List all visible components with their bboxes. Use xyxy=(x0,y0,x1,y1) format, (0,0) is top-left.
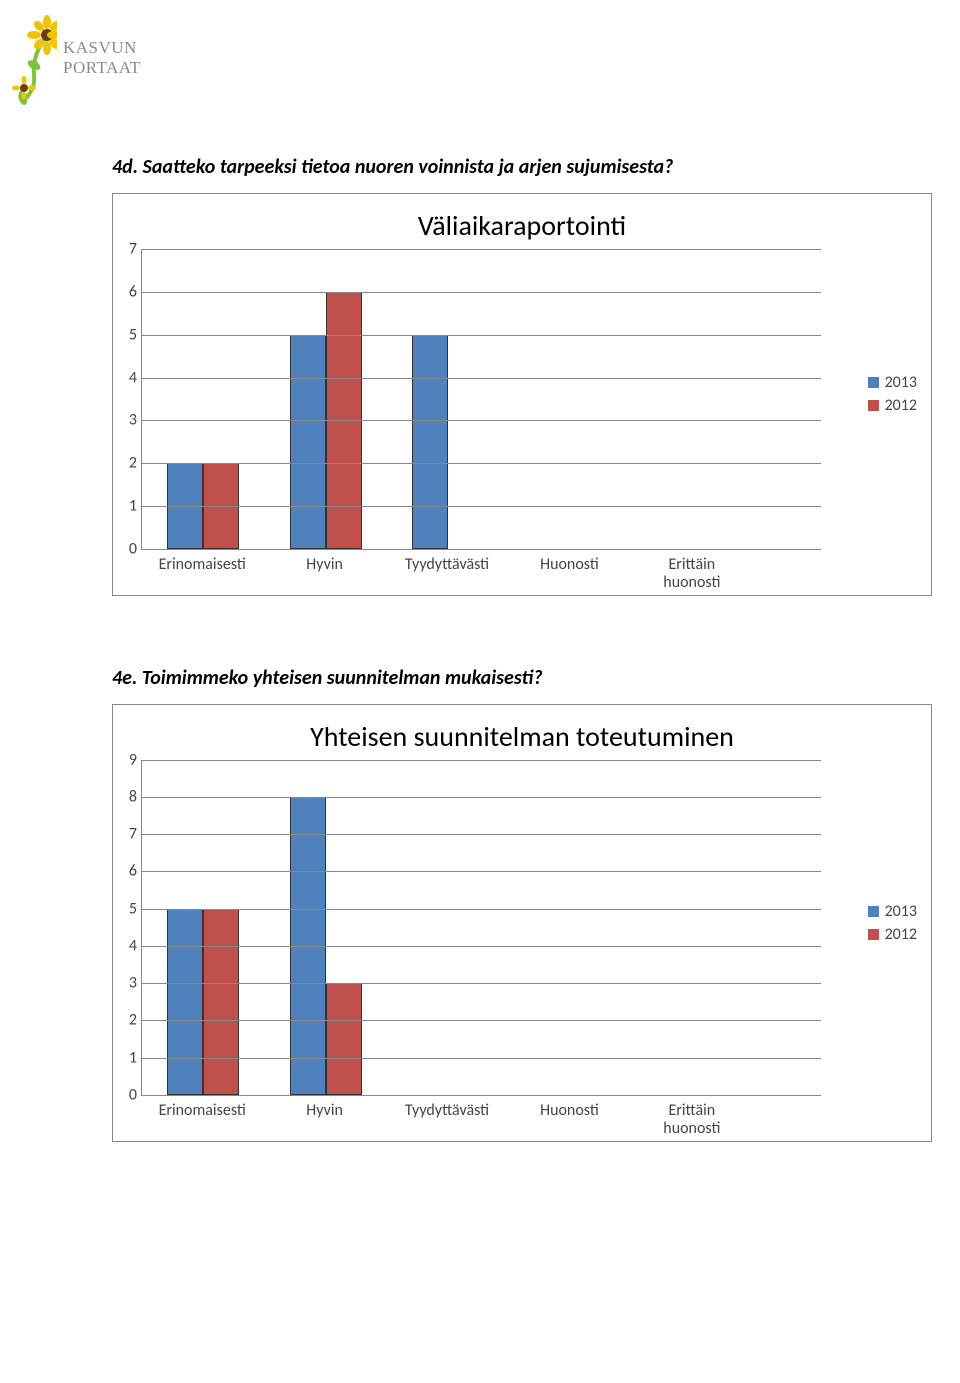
x-tick-label: Tyydyttävästi xyxy=(386,1096,508,1141)
y-tick-label: 9 xyxy=(129,750,137,769)
chart2-container: Yhteisen suunnitelman toteutuminen 0 1 2 3 4… xyxy=(112,704,932,1142)
x-tick-label: Huonosti xyxy=(508,1096,630,1141)
x-tick-label: Tyydyttävästi xyxy=(386,550,508,595)
y-tick-label: 7 xyxy=(129,825,137,844)
legend-swatch xyxy=(868,377,879,388)
chart2-plot-row: 0123456789 xyxy=(113,760,931,1096)
gridline xyxy=(142,834,821,835)
x-tick-label: Erittäinhuonosti xyxy=(631,550,753,595)
legend-swatch xyxy=(868,929,879,940)
chart1-legend: 2013 2012 xyxy=(868,369,917,419)
chart1-question: 4d. Saatteko tarpeeksi tietoa nuoren voi… xyxy=(112,155,960,179)
gridline xyxy=(142,249,821,250)
gridline xyxy=(142,760,821,761)
gridline xyxy=(142,1058,821,1059)
x-tick-label: Hyvin xyxy=(263,1096,385,1141)
chart1-title: Väliaikaraportointi xyxy=(113,194,931,249)
y-tick-label: 0 xyxy=(129,540,137,559)
x-tick-label: Erinomaisesti xyxy=(141,1096,263,1141)
gridline xyxy=(142,1020,821,1021)
bar xyxy=(167,909,203,1095)
bar xyxy=(203,909,239,1095)
legend-item: 2013 xyxy=(868,373,917,392)
y-tick-label: 4 xyxy=(129,368,137,387)
y-tick-label: 3 xyxy=(129,974,137,993)
x-tick-label: Erinomaisesti xyxy=(141,550,263,595)
chart2-question: 4e. Toimimmeko yhteisen suunnitelman muk… xyxy=(112,666,960,690)
logo-text: KASVUN PORTAAT xyxy=(63,38,141,77)
gridline xyxy=(142,871,821,872)
y-tick-label: 5 xyxy=(129,899,137,918)
chart1-yaxis-labels: 01234567 xyxy=(113,249,141,549)
logo-text-line2: PORTAAT xyxy=(63,58,141,78)
x-tick-label: Huonosti xyxy=(508,550,630,595)
legend-swatch xyxy=(868,906,879,917)
gridline xyxy=(142,335,821,336)
chart2-bars xyxy=(142,760,821,1095)
chart1-plot-row: 01234567 xyxy=(113,249,931,550)
y-tick-label: 1 xyxy=(129,497,137,516)
chart1-xaxis-labels: ErinomaisestiHyvinTyydyttävästiHuonostiE… xyxy=(141,550,753,595)
y-tick-label: 6 xyxy=(129,862,137,881)
chart2-legend: 2013 2012 xyxy=(868,898,917,948)
legend-item: 2012 xyxy=(868,925,917,944)
logo: KASVUN PORTAAT xyxy=(0,0,960,105)
x-tick-label: Erittäinhuonosti xyxy=(631,1096,753,1141)
gridline xyxy=(142,506,821,507)
sunflower-icon xyxy=(12,10,57,105)
y-tick-label: 3 xyxy=(129,411,137,430)
y-tick-label: 8 xyxy=(129,788,137,807)
chart1-container: Väliaikaraportointi 0 1 2 3 4 5 6 7 Erinomaises… xyxy=(112,193,932,596)
y-tick-label: 2 xyxy=(129,454,137,473)
chart1-bars xyxy=(142,249,821,549)
legend-label: 2012 xyxy=(885,396,917,415)
chart2-title: Yhteisen suunnitelman toteutuminen xyxy=(113,705,931,760)
bar xyxy=(290,335,326,549)
gridline xyxy=(142,463,821,464)
x-tick-label: Hyvin xyxy=(263,550,385,595)
legend-label: 2013 xyxy=(885,902,917,921)
legend-label: 2013 xyxy=(885,373,917,392)
gridline xyxy=(142,909,821,910)
chart2-yaxis-labels: 0123456789 xyxy=(113,760,141,1095)
y-tick-label: 0 xyxy=(129,1085,137,1104)
y-tick-label: 1 xyxy=(129,1048,137,1067)
gridline xyxy=(142,946,821,947)
gridline xyxy=(142,292,821,293)
legend-label: 2012 xyxy=(885,925,917,944)
gridline xyxy=(142,983,821,984)
chart2-xaxis-labels: ErinomaisestiHyvinTyydyttävästiHuonostiE… xyxy=(141,1096,753,1141)
gridline xyxy=(142,797,821,798)
y-tick-label: 4 xyxy=(129,936,137,955)
logo-text-line1: KASVUN xyxy=(63,38,141,58)
gridline xyxy=(142,378,821,379)
legend-item: 2013 xyxy=(868,902,917,921)
y-tick-label: 5 xyxy=(129,325,137,344)
gridline xyxy=(142,420,821,421)
y-tick-label: 7 xyxy=(129,240,137,259)
bar xyxy=(412,335,448,549)
y-tick-label: 2 xyxy=(129,1011,137,1030)
bar xyxy=(326,983,362,1095)
y-tick-label: 6 xyxy=(129,282,137,301)
chart1-plot-area xyxy=(141,249,821,550)
chart2-plot-area xyxy=(141,760,821,1096)
legend-swatch xyxy=(868,400,879,411)
legend-item: 2012 xyxy=(868,396,917,415)
